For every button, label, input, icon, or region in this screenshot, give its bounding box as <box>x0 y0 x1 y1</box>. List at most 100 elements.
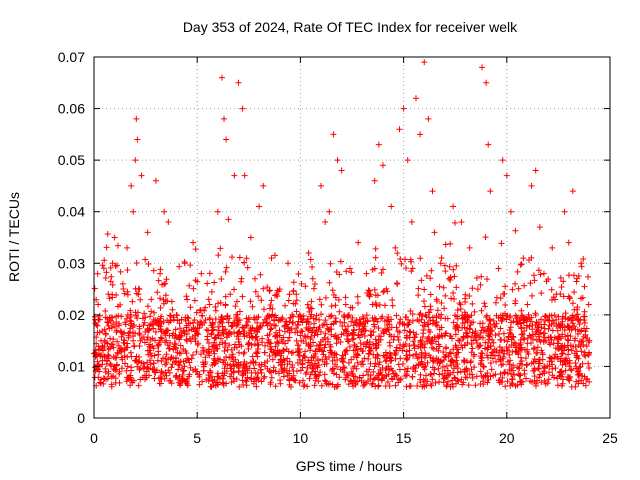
data-point <box>462 295 469 302</box>
data-point <box>512 280 519 287</box>
data-point <box>387 354 394 361</box>
data-point <box>480 374 487 381</box>
data-point <box>352 382 359 389</box>
data-point <box>361 332 368 339</box>
data-point <box>484 354 491 361</box>
data-point <box>113 313 120 320</box>
data-point <box>217 245 224 252</box>
data-point <box>471 351 478 358</box>
data-point <box>110 344 117 351</box>
data-point <box>104 231 111 238</box>
data-point <box>165 356 172 363</box>
data-point <box>316 324 323 331</box>
data-point <box>178 316 185 323</box>
data-point <box>517 339 524 346</box>
data-point <box>244 319 251 326</box>
data-point <box>360 315 367 322</box>
data-point <box>541 313 548 320</box>
data-point <box>121 290 128 297</box>
data-point <box>397 355 404 362</box>
data-point <box>458 376 465 383</box>
data-point <box>540 337 547 344</box>
data-point <box>441 262 448 269</box>
data-point <box>566 360 573 367</box>
data-point <box>135 354 142 361</box>
data-point <box>538 290 545 297</box>
data-point <box>101 353 108 360</box>
data-point <box>483 79 490 86</box>
data-point <box>378 269 385 276</box>
data-point <box>130 208 137 215</box>
data-point <box>281 323 288 330</box>
data-point <box>248 369 255 376</box>
data-point <box>568 314 575 321</box>
data-point <box>187 364 194 371</box>
data-point <box>469 285 476 292</box>
data-point <box>521 317 528 324</box>
data-point <box>124 363 131 370</box>
data-point <box>266 339 273 346</box>
data-point <box>585 360 592 367</box>
data-point <box>574 368 581 375</box>
data-point <box>395 361 402 368</box>
data-point <box>310 339 317 346</box>
data-point <box>117 328 124 335</box>
data-point <box>241 172 248 179</box>
data-point <box>572 360 579 367</box>
data-point <box>255 313 262 320</box>
data-point <box>111 323 118 330</box>
data-point <box>213 345 220 352</box>
data-point <box>152 177 159 184</box>
data-point <box>459 344 466 351</box>
data-point <box>471 330 478 337</box>
data-point <box>363 312 370 319</box>
data-point <box>386 321 393 328</box>
data-point <box>420 298 427 305</box>
data-point <box>433 298 440 305</box>
data-point <box>565 239 572 246</box>
data-point <box>377 369 384 376</box>
data-point <box>119 280 126 287</box>
data-point <box>386 339 393 346</box>
data-point <box>333 371 340 378</box>
data-point <box>311 332 318 339</box>
data-point <box>308 305 315 312</box>
data-point <box>128 353 135 360</box>
data-point <box>159 371 166 378</box>
data-point <box>440 284 447 291</box>
data-point <box>586 378 593 385</box>
data-point <box>298 328 305 335</box>
data-point <box>536 331 543 338</box>
data-point <box>406 383 413 390</box>
data-point <box>389 302 396 309</box>
data-point <box>223 264 230 271</box>
data-point <box>135 382 142 389</box>
data-point <box>226 330 233 337</box>
data-point <box>167 317 174 324</box>
data-point <box>245 341 252 348</box>
data-point <box>204 333 211 340</box>
data-point <box>424 338 431 345</box>
data-point <box>286 381 293 388</box>
data-point <box>141 363 148 370</box>
data-point <box>286 291 293 298</box>
data-point <box>336 308 343 315</box>
data-point <box>276 316 283 323</box>
data-point <box>229 354 236 361</box>
data-point <box>176 325 183 332</box>
data-point <box>133 358 140 365</box>
data-point <box>388 203 395 210</box>
data-point <box>264 284 271 291</box>
data-point <box>127 314 134 321</box>
data-point <box>357 340 364 347</box>
data-point <box>132 285 139 292</box>
data-point <box>379 162 386 169</box>
data-point <box>236 349 243 356</box>
data-point <box>230 375 237 382</box>
data-point <box>565 337 572 344</box>
data-point <box>274 333 281 340</box>
data-point <box>519 378 526 385</box>
data-point <box>469 300 476 307</box>
data-point <box>311 382 318 389</box>
data-point <box>376 301 383 308</box>
